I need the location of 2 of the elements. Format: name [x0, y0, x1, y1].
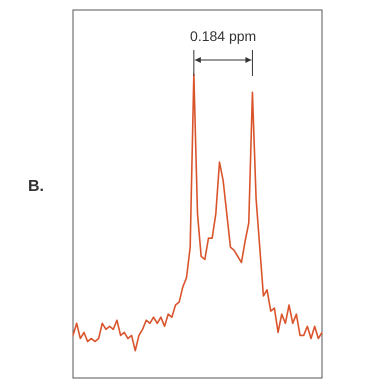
text: 0.184 ppm — [189, 28, 258, 44]
text: B. — [28, 178, 44, 196]
